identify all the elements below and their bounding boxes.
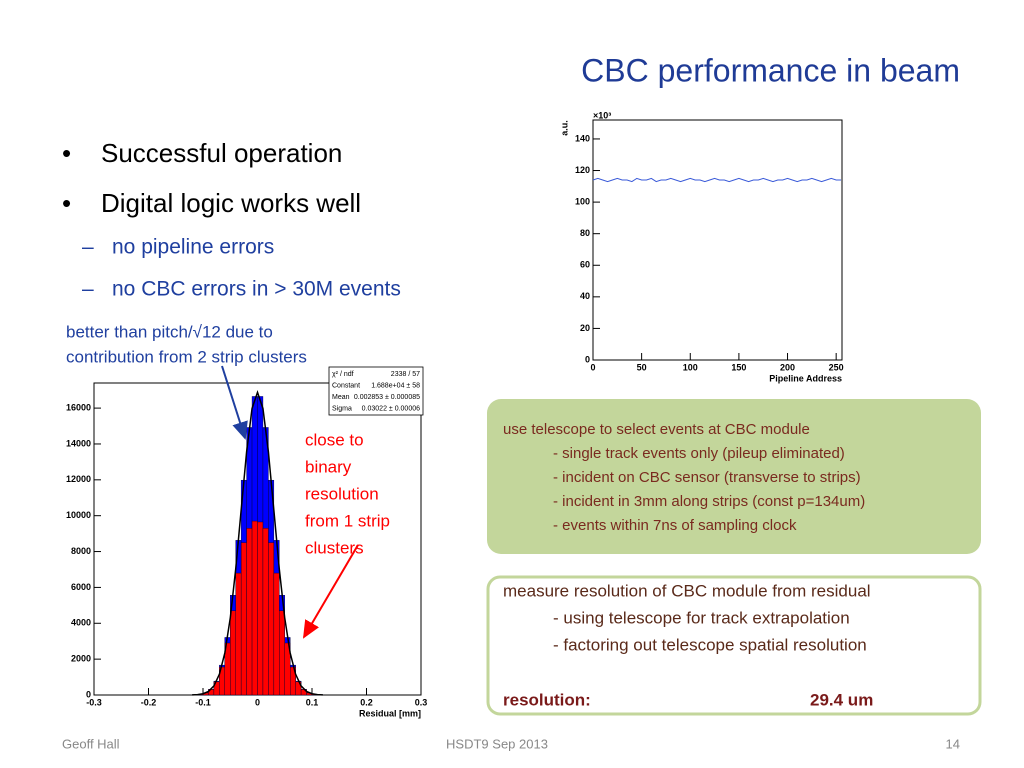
stats-value: 0.03022 ± 0.00006	[362, 405, 420, 412]
x-tick-label: -0.2	[141, 697, 157, 707]
result-box	[486, 575, 982, 716]
y-tick-label: 4000	[71, 618, 91, 628]
plot-frame	[592, 119, 843, 361]
stats-label: χ² / ndf	[332, 371, 354, 378]
histogram-bar	[246, 528, 253, 696]
selection-box	[487, 399, 981, 554]
annotation: resolution	[305, 484, 379, 503]
fit-curve	[192, 389, 323, 696]
histogram-bar	[240, 542, 247, 696]
x-tick-label: 0.3	[415, 697, 428, 707]
page-number: 14	[946, 736, 960, 751]
box-heading: use telescope to select events at CBC mo…	[503, 421, 810, 438]
dash: –	[82, 236, 94, 259]
y-tick-label: 60	[580, 260, 590, 270]
stats-label: Constant	[332, 382, 360, 389]
y-tick-label: 100	[575, 196, 590, 206]
y-tick-label: 2000	[71, 654, 91, 664]
y-tick-label: 8000	[71, 546, 91, 556]
stats-value: 1.688e+04 ± 58	[371, 382, 420, 389]
footer-center: HSDT9 Sep 2013	[446, 736, 548, 751]
y-tick-label: 120	[575, 165, 590, 175]
y-tick-label: 14000	[66, 438, 91, 448]
y-tick-label: 20	[580, 323, 590, 333]
x-tick-label: 50	[637, 362, 647, 372]
result-value: 29.4 um	[810, 690, 873, 709]
x-tick-label: 250	[829, 362, 844, 372]
sub-bullet: no pipeline errors	[112, 236, 274, 259]
box-item: - events within 7ns of sampling clock	[553, 517, 797, 534]
histogram-bar	[257, 521, 264, 696]
histogram-bar	[268, 542, 275, 696]
y-multiplier: ×10³	[593, 110, 611, 120]
y-tick-label: 0	[86, 689, 91, 699]
x-tick-label: -0.1	[195, 697, 211, 707]
footer-left: Geoff Hall	[62, 736, 120, 751]
box-item: - incident in 3mm along strips (const p=…	[553, 493, 865, 510]
x-tick-label: 200	[780, 362, 795, 372]
annotation: binary	[305, 457, 352, 476]
x-tick-label: 100	[683, 362, 698, 372]
histogram-bar	[230, 610, 236, 696]
x-tick-label: 150	[731, 362, 746, 372]
annotation: better than pitch/√12 due to	[66, 322, 273, 341]
annotation: clusters	[305, 538, 364, 557]
stats-value: 2338 / 57	[391, 371, 420, 378]
charts: 0 50 100 150 200 250 0 20 40 60 80 100 120 140 Pipelin…	[66, 110, 844, 718]
result-label: resolution:	[503, 690, 591, 709]
bullet: Digital logic works well	[101, 188, 361, 218]
y-tick-label: 40	[580, 291, 590, 301]
histogram-bar	[279, 610, 285, 696]
y-tick-label: 80	[580, 228, 590, 238]
bullet-dot: •	[62, 188, 71, 218]
y-tick-label: 6000	[71, 582, 91, 592]
y-tick-label: 16000	[66, 402, 91, 412]
box-item: - incident on CBC sensor (transverse to …	[553, 469, 861, 486]
y-tick-label: 12000	[66, 474, 91, 484]
sub-bullet: no CBC errors in > 30M events	[112, 278, 401, 301]
x-tick-label: 0.2	[360, 697, 373, 707]
box-heading: measure resolution of CBC module from re…	[503, 581, 871, 600]
histogram-bar	[273, 572, 280, 696]
x-axis-label: Residual [mm]	[359, 708, 421, 718]
bullet: Successful operation	[101, 138, 342, 168]
x-tick-label: 0.1	[306, 697, 319, 707]
stats-value: 0.002853 ± 0.000085	[354, 394, 420, 401]
x-tick-label: -0.3	[86, 697, 102, 707]
box-item: - single track events only (pileup elimi…	[553, 445, 845, 462]
annotation: contribution from 2 strip clusters	[66, 347, 307, 366]
histogram-bar	[262, 528, 269, 696]
x-axis-label: Pipeline Address	[769, 373, 842, 383]
data-line	[592, 177, 842, 183]
annotation: close to	[305, 430, 364, 449]
x-tick-label: 0	[255, 697, 260, 707]
y-tick-label: 140	[575, 133, 590, 143]
histogram-bar	[235, 572, 242, 696]
histogram-bar	[251, 520, 258, 696]
arrow	[302, 544, 359, 639]
box-item: - using telescope for track extrapolatio…	[553, 608, 850, 627]
box-item: - factoring out telescope spatial resolu…	[553, 635, 867, 654]
x-tick-label: 0	[590, 362, 595, 372]
histogram-bar	[290, 666, 296, 696]
dash: –	[82, 278, 94, 301]
bullet-dot: •	[62, 138, 71, 168]
y-tick-label: 0	[585, 354, 590, 364]
stats-label: Mean	[332, 394, 350, 401]
y-axis-label: a.u.	[559, 120, 569, 136]
overlay: close to binary resolution from 1 strip clus…	[221, 365, 390, 639]
slide-title: CBC performance in beam	[581, 52, 960, 88]
arrow	[221, 365, 248, 440]
annotation: from 1 strip	[305, 511, 390, 530]
stats-box	[328, 366, 424, 416]
y-tick-label: 10000	[66, 510, 91, 520]
stats-label: Sigma	[332, 405, 352, 412]
